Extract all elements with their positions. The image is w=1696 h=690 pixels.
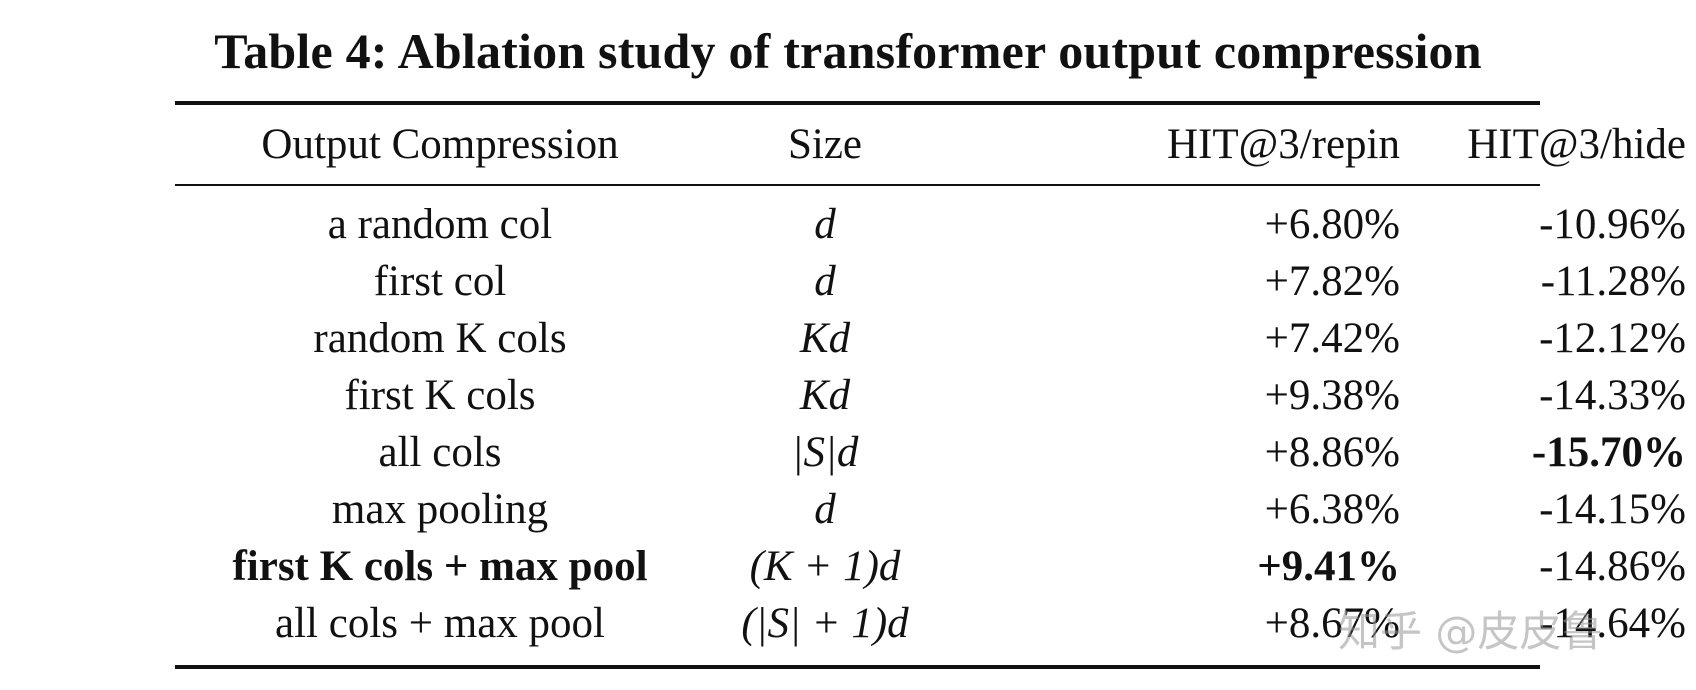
hide-cell: -12.12% [1539,315,1686,362]
method-cell: a random col [327,201,553,248]
table-row: max pooling d +6.38% -14.15% [175,481,1686,539]
repin-cell: +6.80% [1264,201,1400,248]
method-cell: max pooling [331,486,549,533]
header-hit3-repin: HIT@3/repin [1166,121,1400,168]
hide-cell: -14.64% [1539,600,1686,647]
size-cell: Kd [799,372,851,419]
table-row: first K cols Kd +9.38% -14.33% [175,367,1686,425]
table-row: a random col d +6.80% -10.96% [175,196,1686,254]
repin-cell: +8.67% [1264,600,1400,647]
size-cell: Kd [799,315,851,362]
header-size: Size [787,121,863,168]
method-cell: first col [373,258,507,305]
table-header-row: Output Compression Size HIT@3/repin HIT@… [175,116,1686,174]
hide-cell: -10.96% [1539,201,1686,248]
table-row: all cols |S|d +8.86% -15.70% [175,424,1687,482]
header-hit3-hide: HIT@3/hide [1467,121,1686,168]
table-bottom-rule [175,665,1540,669]
repin-cell: +9.38% [1264,372,1400,419]
hide-cell: -11.28% [1540,258,1686,305]
repin-cell: +7.42% [1264,315,1400,362]
size-cell: (K + 1)d [749,543,901,590]
hide-cell: -14.33% [1539,372,1686,419]
method-cell: first K cols [344,372,536,419]
hide-cell-best: -15.70% [1531,429,1686,476]
table-row: all cols + max pool (|S| + 1)d +8.67% -1… [175,595,1686,653]
watermark: 知乎 @皮皮鲁 [1338,607,1604,656]
hide-cell: -14.15% [1539,486,1686,533]
repin-cell-best: +9.41% [1257,543,1400,590]
size-cell: d [814,486,836,533]
table-row-highlighted: first K cols + max pool (K + 1)d +9.41% … [175,538,1686,596]
header-output-compression: Output Compression [261,121,619,168]
size-cell: d [814,201,836,248]
size-cell: (|S| + 1)d [741,600,909,647]
method-cell-best: first K cols + max pool [232,543,648,590]
hide-cell: -14.86% [1539,543,1686,590]
table-row: first col d +7.82% -11.28% [175,253,1686,311]
repin-cell: +7.82% [1264,258,1400,305]
method-cell: all cols + max pool [275,600,605,647]
table-header-rule [175,184,1540,186]
table-top-rule [175,101,1540,105]
repin-cell: +6.38% [1264,486,1400,533]
size-cell: |S|d [791,429,859,476]
method-cell: all cols [378,429,502,476]
method-cell: random K cols [313,315,567,362]
repin-cell: +8.86% [1264,429,1400,476]
table-row: random K cols Kd +7.42% -12.12% [175,310,1686,368]
table-caption: Table 4: Ablation study of transformer o… [214,23,1482,79]
size-cell: d [814,258,836,305]
